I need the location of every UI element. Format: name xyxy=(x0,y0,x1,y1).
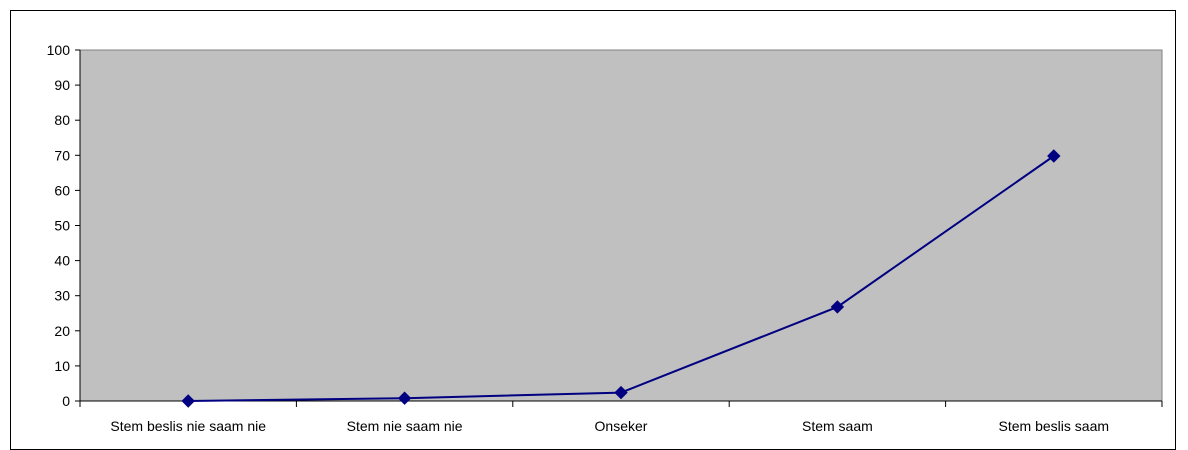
y-tick-label: 70 xyxy=(54,147,70,163)
data-point-marker xyxy=(181,394,195,408)
y-axis: 0 10 20 30 40 50 60 70 80 90 100 xyxy=(47,42,81,409)
y-tick-label: 90 xyxy=(54,77,70,93)
y-tick-label: 30 xyxy=(54,288,70,304)
y-tick-label: 10 xyxy=(54,358,70,374)
y-tick-label: 80 xyxy=(54,112,70,128)
x-tick-label: Stem beslis saam xyxy=(999,418,1109,434)
series-group xyxy=(181,149,1061,408)
y-tick-label: 60 xyxy=(54,182,70,198)
x-tick-label: Stem saam xyxy=(802,418,873,434)
x-tick-label: Stem nie saam nie xyxy=(347,418,463,434)
data-point-marker xyxy=(397,391,412,405)
line-chart: 0 10 20 30 40 50 60 70 80 90 100 Stem beslis nie s… xyxy=(47,42,1163,434)
y-tick-label: 100 xyxy=(47,42,71,58)
data-point-marker xyxy=(830,300,845,314)
data-point-marker xyxy=(1047,149,1061,163)
y-tick-label: 50 xyxy=(54,218,70,234)
x-tick-label: Stem beslis nie saam nie xyxy=(110,418,266,434)
plot-area xyxy=(79,49,1163,402)
x-tick-label: Onseker xyxy=(595,418,648,434)
y-tick-label: 0 xyxy=(62,393,70,409)
x-axis: Stem beslis nie saam nie Stem nie saam ni… xyxy=(79,400,1163,434)
data-point-marker xyxy=(614,385,628,400)
y-tick-label: 20 xyxy=(54,323,70,339)
y-tick-label: 40 xyxy=(54,253,70,269)
